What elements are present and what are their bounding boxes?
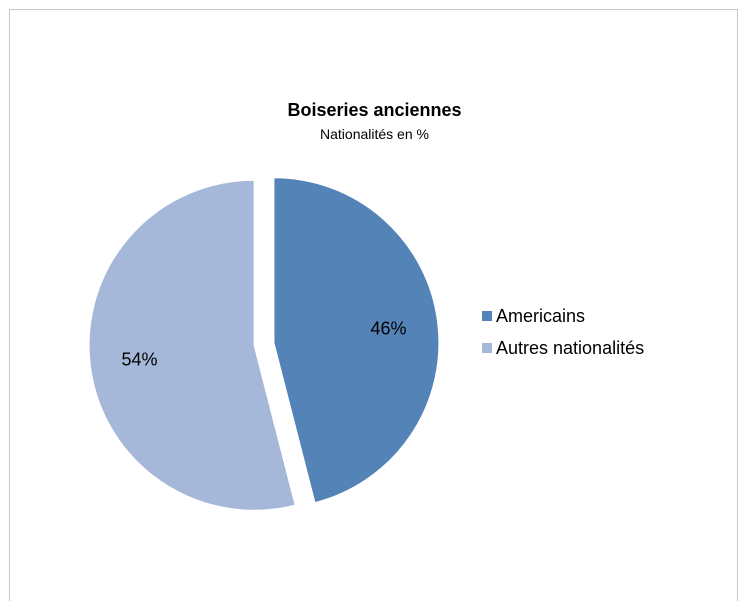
legend-swatch-americains [482,311,492,321]
legend-swatch-autres [482,343,492,353]
chart-subtitle: Nationalités en % [320,126,429,142]
pie-slice-americains [273,177,440,504]
legend-label-autres: Autres nationalités [496,337,645,358]
pie-slice-autres [88,179,296,511]
legend-item-americains: Americains [482,300,644,332]
legend-item-autres: Autres nationalités [482,332,644,364]
data-label-autres: 54% [121,350,157,370]
legend: Americains Autres nationalités [482,300,644,364]
data-label-americains: 46% [370,318,406,338]
chart-title: Boiseries anciennes [287,100,462,120]
legend-label-americains: Americains [496,305,586,326]
